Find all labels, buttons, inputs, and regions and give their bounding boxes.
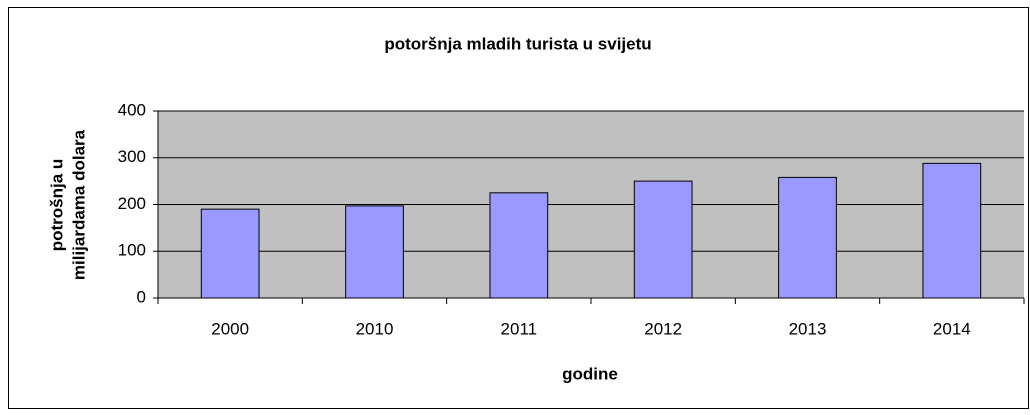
y-tick-label: 200 [118, 194, 146, 213]
x-tick-label: 2011 [501, 319, 538, 338]
y-tick-label: 100 [118, 241, 146, 260]
y-tick-label: 400 [118, 100, 146, 119]
bar [200, 208, 260, 299]
x-tick-label: 2000 [211, 319, 249, 338]
y-tick-label: 300 [118, 147, 146, 166]
x-axis-label: godine [562, 364, 618, 383]
y-axis-label: potrošnja u [47, 159, 66, 252]
x-tick-label: 2013 [789, 319, 827, 338]
bar [489, 192, 549, 299]
chart-title: potoršnja mladih turista u svijetu [384, 34, 651, 53]
bar [345, 205, 404, 299]
y-tick-label: 0 [137, 287, 146, 306]
x-tick-label: 2010 [356, 319, 394, 338]
x-tick-label: 2012 [644, 319, 682, 338]
bar [633, 180, 693, 299]
bar [778, 176, 837, 299]
x-tick-label: 2014 [933, 319, 971, 338]
bar [922, 162, 982, 299]
y-axis-label: milijardama dolara [69, 129, 88, 280]
